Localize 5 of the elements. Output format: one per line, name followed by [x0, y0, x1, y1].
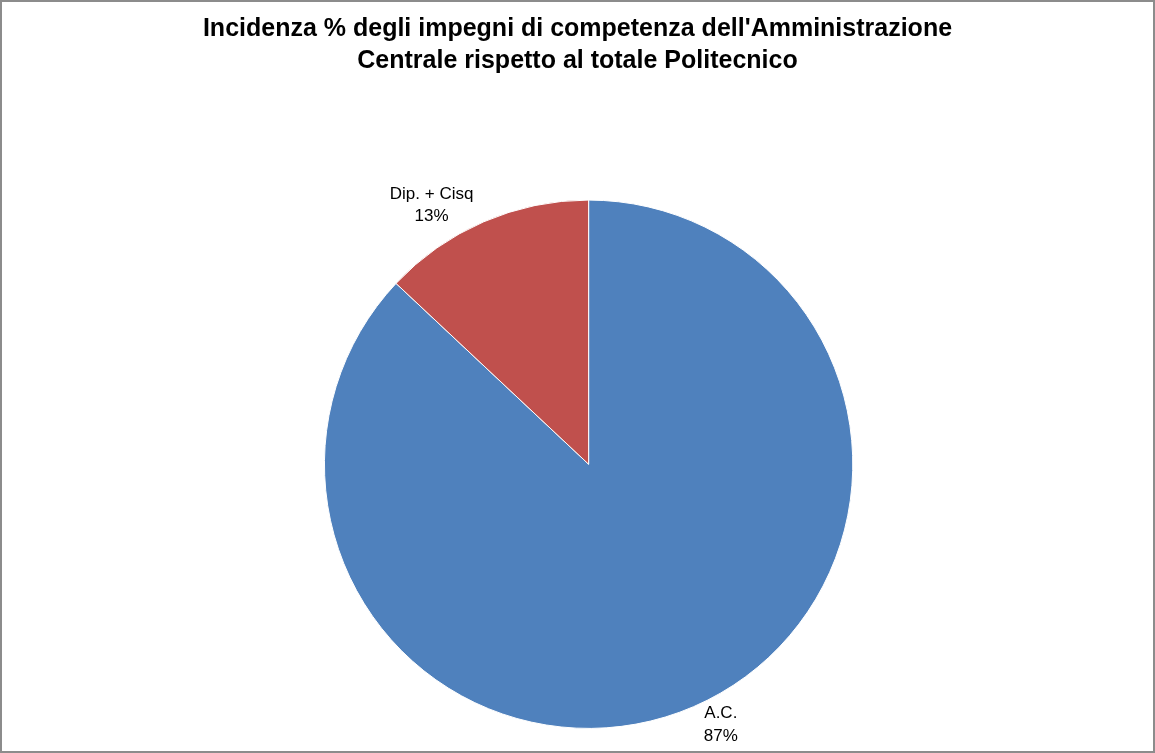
data-label: 87%: [703, 725, 738, 745]
slice-label: Dip. + Cisq: [389, 183, 474, 203]
slice-label: A.C.: [704, 703, 738, 723]
data-label: 13%: [414, 206, 449, 226]
chart-title: Incidenza % degli impegni di competenza dell'Amministrazione Centrale rispetto al totale Politecnico: [202, 12, 953, 74]
